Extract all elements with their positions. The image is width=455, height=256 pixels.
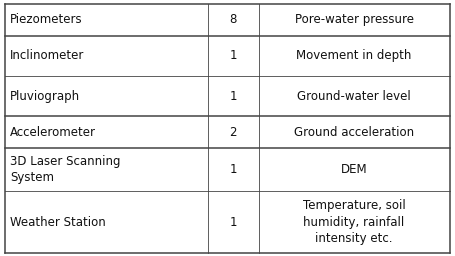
- Text: Movement in depth: Movement in depth: [296, 49, 412, 62]
- Text: 8: 8: [229, 13, 237, 26]
- Text: 3D Laser Scanning
System: 3D Laser Scanning System: [10, 155, 121, 184]
- Text: Pore-water pressure: Pore-water pressure: [294, 13, 414, 26]
- Text: Accelerometer: Accelerometer: [10, 126, 96, 138]
- Text: Temperature, soil
humidity, rainfall
intensity etc.: Temperature, soil humidity, rainfall int…: [303, 199, 405, 245]
- Text: 1: 1: [229, 216, 237, 229]
- Text: DEM: DEM: [341, 163, 367, 176]
- Text: 1: 1: [229, 90, 237, 103]
- Text: Pluviograph: Pluviograph: [10, 90, 80, 103]
- Text: 1: 1: [229, 49, 237, 62]
- Text: Ground acceleration: Ground acceleration: [294, 126, 414, 138]
- Text: Inclinometer: Inclinometer: [10, 49, 84, 62]
- Text: Weather Station: Weather Station: [10, 216, 106, 229]
- Text: Ground-water level: Ground-water level: [297, 90, 411, 103]
- Text: 2: 2: [229, 126, 237, 138]
- Text: 1: 1: [229, 163, 237, 176]
- Text: Piezometers: Piezometers: [10, 13, 83, 26]
